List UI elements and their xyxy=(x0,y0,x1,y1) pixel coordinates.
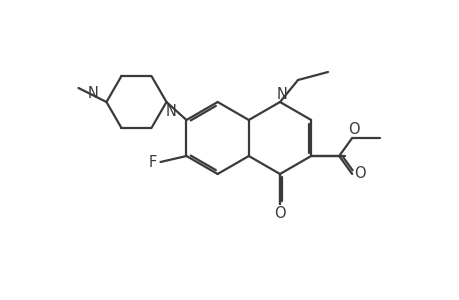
Text: F: F xyxy=(148,154,156,169)
Text: N: N xyxy=(88,85,99,100)
Text: O: O xyxy=(274,206,285,220)
Text: O: O xyxy=(347,122,359,136)
Text: N: N xyxy=(276,86,287,101)
Text: O: O xyxy=(353,167,365,182)
Text: N: N xyxy=(166,103,177,118)
